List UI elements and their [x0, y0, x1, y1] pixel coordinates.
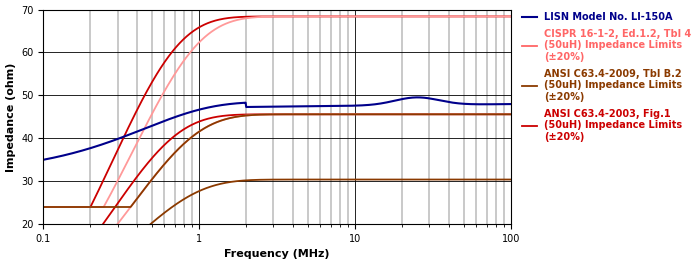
X-axis label: Frequency (MHz): Frequency (MHz) [224, 249, 330, 259]
Legend: LISN Model No. LI-150A, CISPR 16-1-2, Ed.1.2, Tbl 4
(50uH) Impedance Limits
(±20: LISN Model No. LI-150A, CISPR 16-1-2, Ed… [520, 10, 694, 144]
Y-axis label: Impedance (ohm): Impedance (ohm) [6, 62, 15, 171]
